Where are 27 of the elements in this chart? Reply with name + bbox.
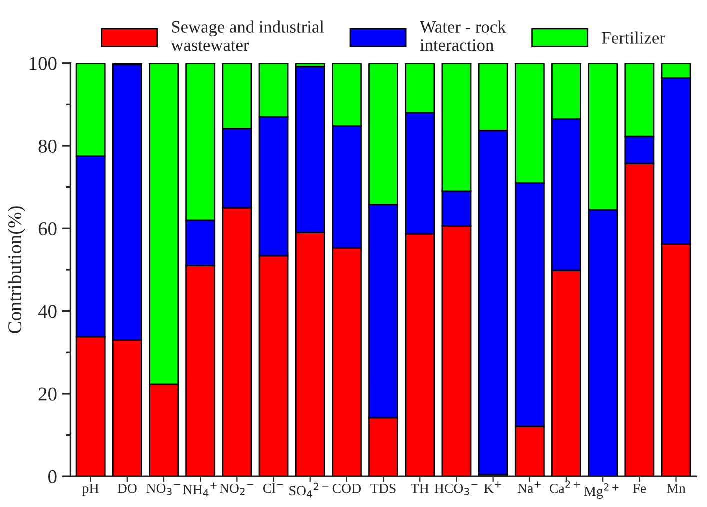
y-tick-label: 20: [38, 388, 57, 401]
y-tick-label: 60: [38, 222, 57, 236]
x-tick-label: Mn: [667, 484, 686, 494]
x-tick-label: NH$_{4}$$^{+}$: [183, 482, 217, 497]
x-tick-label: pH: [82, 484, 99, 496]
y-axis-title: Contribution(%): [8, 206, 26, 334]
y-tick-label: 0: [48, 470, 57, 484]
legend-label: Fertilizer: [602, 32, 666, 44]
x-tick-label: Fe: [633, 484, 646, 494]
x-tick-label: DO: [118, 484, 137, 494]
legend-label: Sewage and industrial wastewater: [171, 20, 324, 52]
x-tick-label: TDS: [370, 484, 396, 494]
x-tick-label: NO$_{2}$$^{−}$: [220, 484, 254, 496]
x-tick-label: SO$_{4}$$^{2−}$: [290, 482, 329, 498]
y-tick-label: 80: [38, 140, 57, 153]
x-tick-label: HCO$_{3}$$^{−}$: [434, 484, 478, 496]
x-tick-label: Na$^{+}$: [518, 482, 541, 494]
x-tick-label: TH: [411, 484, 429, 494]
x-tick-label: Mg$^{2+}$: [584, 484, 619, 500]
legend-label: Water - rock interaction: [420, 20, 506, 52]
y-tick-label: 40: [38, 305, 57, 318]
x-tick-label: Ca$^{2+}$: [550, 480, 580, 494]
x-tick-label: Cl$^{−}$: [263, 483, 284, 494]
x-tick-label: NO$_{3}$$^{−}$: [146, 484, 180, 496]
y-tick-label: 100: [30, 57, 57, 70]
x-tick-label: K$^{+}$: [484, 482, 502, 494]
x-tick-label: COD: [332, 484, 362, 494]
